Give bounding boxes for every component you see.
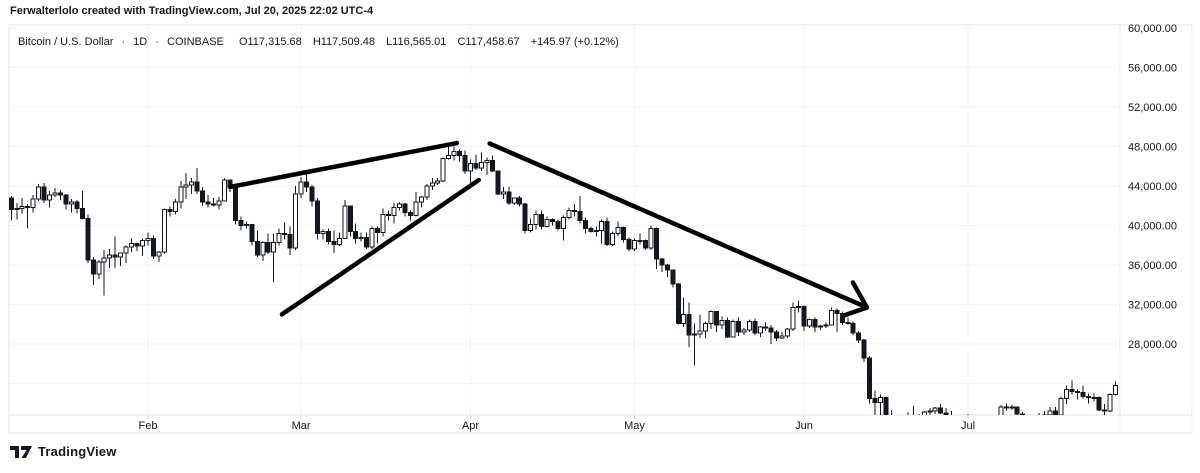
symbol-legend: Bitcoin / U.S. Dollar · 1D · COINBASE O1… — [18, 36, 627, 48]
interval-label: 1D — [133, 36, 148, 48]
close-value: C117,458.67 — [457, 36, 520, 48]
time-axis-label: Mar — [292, 420, 311, 432]
price-axis-label: 48,000.00 — [1128, 142, 1177, 154]
breakdown-trend-arrow — [487, 141, 870, 310]
rising-wedge-upper-line — [227, 140, 460, 190]
price-axis-label: 28,000.00 — [1128, 339, 1177, 351]
axis-labels: 60,000.00 56,000.00 52,000.00 48,000.00 44,0… — [138, 23, 1176, 432]
change-value: +145.97 (+0.12%) — [530, 36, 619, 48]
price-axis-label: 36,000.00 — [1128, 260, 1177, 272]
time-axis-label: Feb — [138, 420, 157, 432]
legend-separator: · — [155, 36, 159, 48]
time-axis-label: May — [624, 420, 645, 432]
price-axis-label: 60,000.00 — [1128, 23, 1177, 35]
time-axis-label: Jun — [795, 420, 813, 432]
open-value: O117,315.68 — [238, 36, 302, 48]
low-value: L116,565.01 — [386, 36, 447, 48]
price-axis-label: 52,000.00 — [1128, 102, 1177, 114]
drawings-layer — [227, 140, 870, 318]
price-axis-label: 44,000.00 — [1128, 181, 1177, 193]
price-axis-label: 32,000.00 — [1128, 300, 1177, 312]
candles-layer — [9, 145, 1119, 415]
exchange-label: COINBASE — [167, 36, 224, 48]
tradingview-logo-text: TradingView — [38, 444, 117, 459]
breakdown-trend-arrow-head — [850, 280, 870, 310]
legend-separator: · — [121, 36, 126, 48]
grid-layer — [9, 25, 1120, 415]
attribution-text: Ferwalterlolo created with TradingView.c… — [10, 5, 374, 17]
high-value: H117,509.48 — [312, 36, 375, 48]
price-axis-label: 40,000.00 — [1128, 221, 1177, 233]
tradingview-branding: TradingView — [10, 444, 117, 459]
price-axis-label: 56,000.00 — [1128, 63, 1177, 75]
symbol-name: Bitcoin / U.S. Dollar — [18, 36, 114, 48]
chart-frame — [8, 24, 1193, 434]
rising-wedge-lower-line — [279, 177, 481, 317]
breakdown-trend-arrow-head — [841, 305, 870, 318]
time-axis-label: Apr — [462, 420, 479, 432]
time-axis-label: Jul — [961, 420, 975, 432]
tradingview-logo-icon — [10, 445, 32, 458]
